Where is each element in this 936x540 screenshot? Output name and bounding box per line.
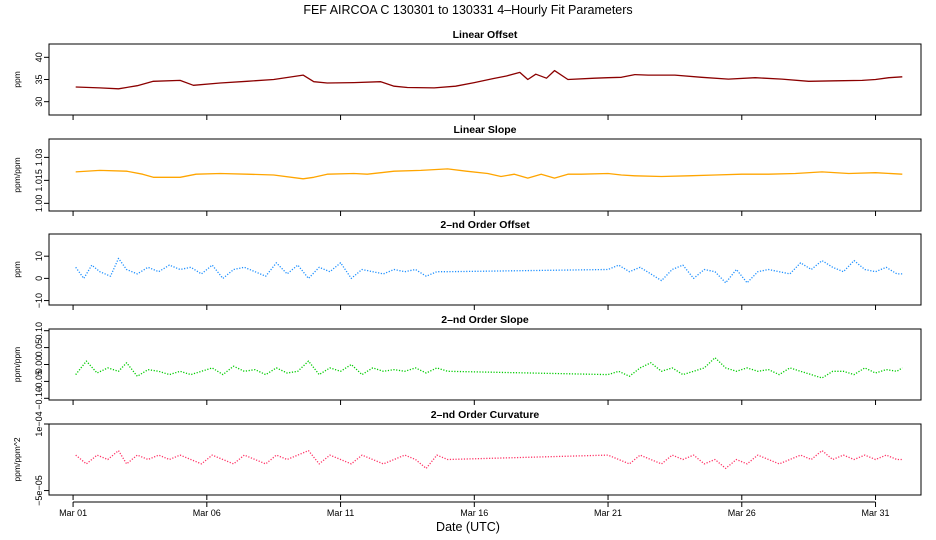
x-tick-label: Mar 06 [193, 508, 221, 518]
y-axis-label: ppm/ppm^2 [12, 437, 22, 481]
y-tick-label: 1.00 [34, 195, 44, 213]
x-tick-label: Mar 26 [728, 508, 756, 518]
y-tick-label: 0 [34, 276, 44, 281]
series-line [75, 357, 903, 379]
panel-2: Linear Slope ppm/ppm 1.00 1.015 1.03 [12, 124, 922, 213]
x-axis: Mar 01 Mar 06 Mar 11 Mar 16 Mar 21 Mar 26 Mar … [59, 115, 890, 518]
y-tick-label: −0.10 [34, 387, 44, 410]
chart-panels: Linear Offset ppm 30 35 40 Linear Slope ppm/pp… [12, 29, 922, 506]
panel-title: Linear Slope [453, 124, 516, 136]
figure-title: FEF AIRCOA C 130301 to 130331 4–Hourly F… [303, 3, 632, 17]
panel-frame [48, 423, 922, 496]
y-tick-label: 0.10 [34, 322, 44, 340]
panel-title: 2–nd Order Curvature [431, 409, 540, 421]
series-line [75, 257, 903, 284]
panel-frame [48, 233, 922, 306]
panel-1: Linear Offset ppm 30 35 40 [12, 29, 922, 116]
panel-frame [48, 328, 922, 401]
x-tick-label: Mar 31 [862, 508, 890, 518]
y-tick-label: 10 [34, 251, 44, 261]
x-tick-label: Mar 01 [59, 508, 87, 518]
y-tick-label: −0.05 [34, 370, 44, 393]
x-tick-label: Mar 16 [460, 508, 488, 518]
series-line [75, 168, 903, 180]
y-axis-label: ppm/ppm [12, 157, 22, 192]
y-tick-label: 1e−04 [34, 411, 44, 436]
panel-title: Linear Offset [453, 29, 518, 41]
y-axis-label: ppm/ppm [12, 347, 22, 382]
x-tick-label: Mar 21 [594, 508, 622, 518]
series-line [75, 449, 903, 470]
panel-title: 2–nd Order Slope [441, 314, 529, 326]
y-tick-label: 1.03 [34, 149, 44, 167]
y-tick-label: 35 [34, 74, 44, 84]
series-line [75, 69, 903, 90]
panel-3: 2–nd Order Offset ppm −10 0 10 [12, 219, 922, 308]
panel-5: 2–nd Order Curvature ppm/ppm^2 −5e−05 1e−04 [12, 409, 922, 506]
panel-frame [48, 138, 922, 212]
y-tick-label: −5e−05 [34, 475, 44, 506]
x-tick-label: Mar 11 [327, 508, 354, 518]
y-tick-label: 0.00 [34, 356, 44, 374]
y-tick-label: −10 [34, 293, 44, 308]
panel-4: 2–nd Order Slope ppm/ppm −0.10−0.050.000.0… [12, 314, 922, 410]
x-axis-label: Date (UTC) [436, 520, 500, 534]
y-tick-label: 40 [34, 52, 44, 62]
y-tick-label: 30 [34, 97, 44, 107]
y-axis-label: ppm [12, 71, 22, 88]
y-tick-label: 0.05 [34, 339, 44, 357]
y-axis-label: ppm [12, 261, 22, 278]
y-tick-label: 1.015 [34, 169, 44, 192]
panel-title: 2–nd Order Offset [440, 219, 530, 231]
